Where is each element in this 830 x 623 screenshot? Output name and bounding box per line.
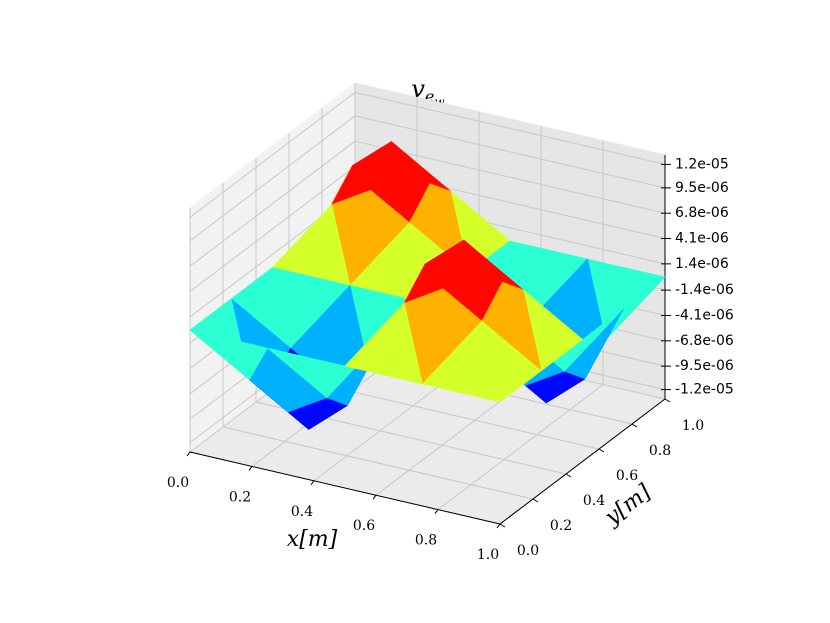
surface-triangle xyxy=(305,356,346,399)
z-tick-label: 4.1e-06 xyxy=(675,231,729,247)
grid-line xyxy=(189,166,356,292)
ticks: 0.0 0.2 0.4 0.6 0.8 1.0 0.0 0.2 0.4 0.6 0.8 1.0 1.2e… xyxy=(167,156,734,563)
y-tick xyxy=(598,448,605,453)
grid-line xyxy=(222,426,534,500)
z-tick-label: -4.1e-06 xyxy=(675,307,734,323)
y-tick-label: 1.0 xyxy=(682,418,704,434)
y-axis-line xyxy=(499,398,666,525)
y-tick-label: 0.0 xyxy=(517,543,539,559)
y-axis-label: y[m] xyxy=(600,480,656,531)
y-tick xyxy=(532,498,539,503)
y-tick-label: 0.6 xyxy=(616,468,638,484)
x-tick xyxy=(186,451,191,457)
x-tick-label: 1.0 xyxy=(477,547,499,563)
y-tick xyxy=(565,473,572,478)
grid-line xyxy=(354,140,666,214)
y-tick xyxy=(664,398,671,403)
x-tick xyxy=(434,509,439,514)
x-tick xyxy=(310,480,315,486)
z-tick-label: -1.2e-05 xyxy=(675,382,734,398)
surface-triangle xyxy=(228,338,268,381)
title-subsubscript: w xyxy=(434,95,445,109)
surface-triangle xyxy=(383,302,423,385)
x-tick-label: 0.6 xyxy=(353,518,375,534)
surface-triangle xyxy=(460,320,501,403)
grid-line xyxy=(189,115,356,242)
z-tick-label: 9.5e-06 xyxy=(675,180,729,196)
x-axis-label: x[m] xyxy=(287,527,338,552)
x-tick-label: 0.2 xyxy=(229,489,251,505)
x-tick xyxy=(372,494,377,500)
chart-title: vew xyxy=(411,75,445,109)
y-tick-label: 0.2 xyxy=(550,518,572,534)
z-tick-label: 1.4e-06 xyxy=(675,256,729,272)
x-tick-label: 0.4 xyxy=(291,504,313,520)
z-tick-label: 1.2e-05 xyxy=(675,156,729,172)
z-tick-label: -9.5e-06 xyxy=(675,358,734,374)
grid-line xyxy=(354,91,666,165)
x-tick-label: 0.0 xyxy=(167,475,189,491)
y-tick-label: 0.4 xyxy=(583,493,605,509)
x-tick-label: 0.8 xyxy=(415,533,437,549)
title-symbol: v xyxy=(411,75,425,103)
x-axis-line xyxy=(189,451,501,525)
grid-line xyxy=(189,91,356,218)
x-tick xyxy=(496,523,501,529)
y-tick-label: 0.8 xyxy=(649,443,671,459)
grid-line xyxy=(189,140,356,267)
title-subscript: e xyxy=(425,87,434,106)
x-tick xyxy=(248,466,253,471)
grid-line xyxy=(437,384,604,510)
z-tick-label: -6.8e-06 xyxy=(675,333,734,349)
y-tick xyxy=(499,523,506,528)
grid-line xyxy=(354,115,666,189)
y-tick xyxy=(631,423,638,428)
z-tick-label: 6.8e-06 xyxy=(675,205,729,221)
surface xyxy=(189,141,666,430)
z-tick-label: -1.4e-06 xyxy=(675,282,734,298)
